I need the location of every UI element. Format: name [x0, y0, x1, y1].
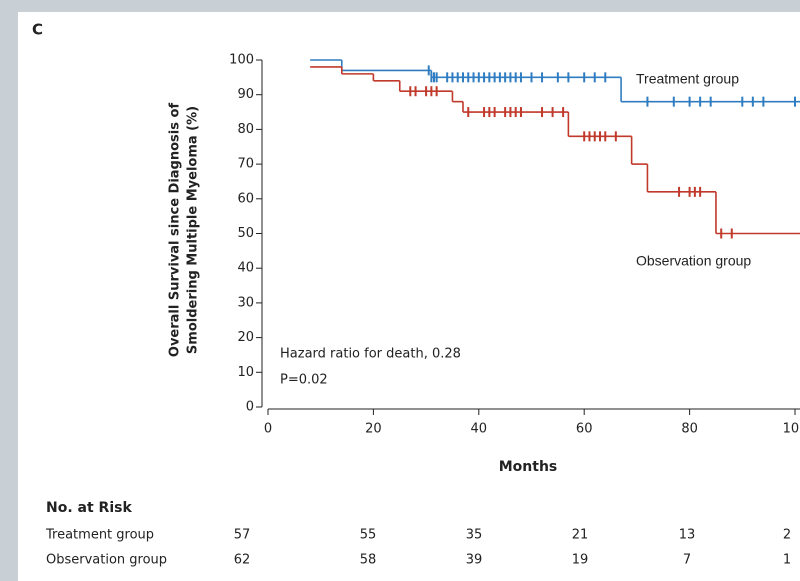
y-tick-label: 80	[237, 122, 254, 137]
legend-label: Observation group	[636, 253, 751, 269]
x-axis-label: Months	[499, 459, 558, 475]
risk-value: 58	[360, 553, 377, 568]
y-tick-label: 10	[237, 365, 254, 380]
risk-row-label: Observation group	[46, 553, 167, 568]
x-tick-label: 100	[783, 422, 800, 437]
risk-value: 39	[466, 553, 483, 568]
x-tick-label: 40	[471, 422, 488, 437]
y-tick-label: 60	[237, 191, 254, 206]
x-tick-label: 20	[365, 422, 382, 437]
annotation: Hazard ratio for death, 0.28	[280, 347, 461, 362]
risk-row-label: Treatment group	[45, 528, 154, 543]
risk-value: 19	[572, 553, 589, 568]
y-axis-label: Overall Survival since Diagnosis of	[168, 103, 183, 358]
annotation: P=0.02	[280, 373, 328, 388]
risk-title: No. at Risk	[46, 500, 132, 516]
y-tick-label: 0	[246, 400, 254, 415]
risk-value: 13	[679, 528, 696, 543]
y-axis-label: Smoldering Multiple Myeloma (%)	[186, 106, 201, 354]
y-tick-label: 20	[237, 330, 254, 345]
legend-label: Treatment group	[636, 71, 739, 87]
panel-label: C	[32, 21, 43, 39]
risk-value: 55	[360, 528, 377, 543]
y-tick-label: 100	[229, 53, 254, 68]
x-tick-label: 0	[264, 422, 272, 437]
risk-value: 1	[783, 553, 791, 568]
risk-value: 7	[683, 553, 691, 568]
risk-value: 57	[234, 528, 251, 543]
panel	[18, 12, 800, 581]
x-tick-label: 60	[576, 422, 593, 437]
y-tick-label: 50	[237, 226, 254, 241]
y-tick-label: 70	[237, 157, 254, 172]
risk-value: 35	[466, 528, 483, 543]
y-tick-label: 90	[237, 87, 254, 102]
x-tick-label: 80	[681, 422, 698, 437]
risk-value: 21	[572, 528, 589, 543]
risk-value: 62	[234, 553, 251, 568]
risk-value: 2	[783, 528, 791, 543]
y-tick-label: 30	[237, 295, 254, 310]
y-tick-label: 40	[237, 261, 254, 276]
